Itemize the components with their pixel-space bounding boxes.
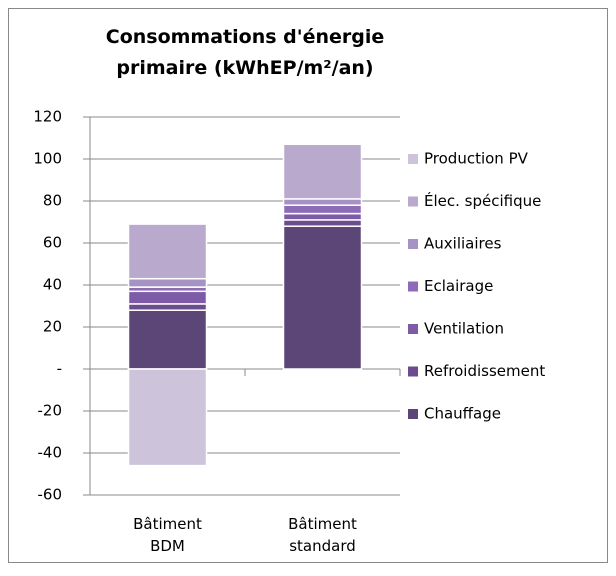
y-tick-label: 120: [33, 108, 62, 126]
y-tick-label: 80: [43, 192, 62, 210]
bar-segment: [282, 198, 363, 206]
legend-swatch: [408, 196, 418, 207]
legend-label: Chauffage: [424, 405, 501, 423]
title-box: Consommations d'énergie primaire (kWhEP/…: [105, 26, 385, 79]
bar-segment: [282, 219, 363, 227]
legend-swatch: [408, 239, 418, 249]
x-label-box: Bâtiment standard: [288, 515, 357, 555]
bar-segment: [127, 303, 208, 311]
chart-title: Consommations d'énergie primaire (kWhEP/…: [105, 26, 385, 79]
legend-swatch: [408, 409, 418, 419]
x-label-box: Bâtiment BDM: [133, 515, 202, 555]
y-tick-label: -: [57, 360, 62, 378]
bar-segment: [127, 368, 208, 467]
y-tick-label: 20: [43, 318, 62, 336]
x-tick-label: Bâtiment standard: [288, 515, 357, 555]
y-tick-label: 40: [43, 276, 62, 294]
y-tick-label: 100: [33, 150, 62, 168]
y-tick-label: -60: [38, 486, 63, 504]
bar-segment: [127, 223, 208, 280]
y-tick-label: -20: [38, 402, 63, 420]
legend-label: Auxiliaires: [424, 235, 502, 253]
y-tick-label: 60: [43, 234, 62, 252]
bar-segment: [127, 309, 208, 370]
bar-segment: [282, 225, 363, 370]
x-tick-label: Bâtiment BDM: [133, 515, 202, 555]
bar-segment: [282, 212, 363, 221]
legend-label: Ventilation: [424, 320, 504, 338]
y-tick-label: -40: [38, 444, 63, 462]
bar-segment: [127, 290, 208, 305]
legend-swatch: [408, 366, 418, 377]
bar-segment: [282, 204, 363, 215]
legend-label: Production PV: [424, 150, 529, 168]
bar-segment: [282, 143, 363, 200]
legend-swatch: [408, 281, 418, 292]
legend-label: Élec. spécifique: [424, 191, 541, 210]
legend-label: Eclairage: [424, 277, 493, 295]
legend-label: Refroidissement: [424, 362, 545, 380]
legend-swatch: [408, 154, 418, 164]
bar-segment: [127, 277, 208, 288]
legend-swatch: [408, 324, 418, 334]
